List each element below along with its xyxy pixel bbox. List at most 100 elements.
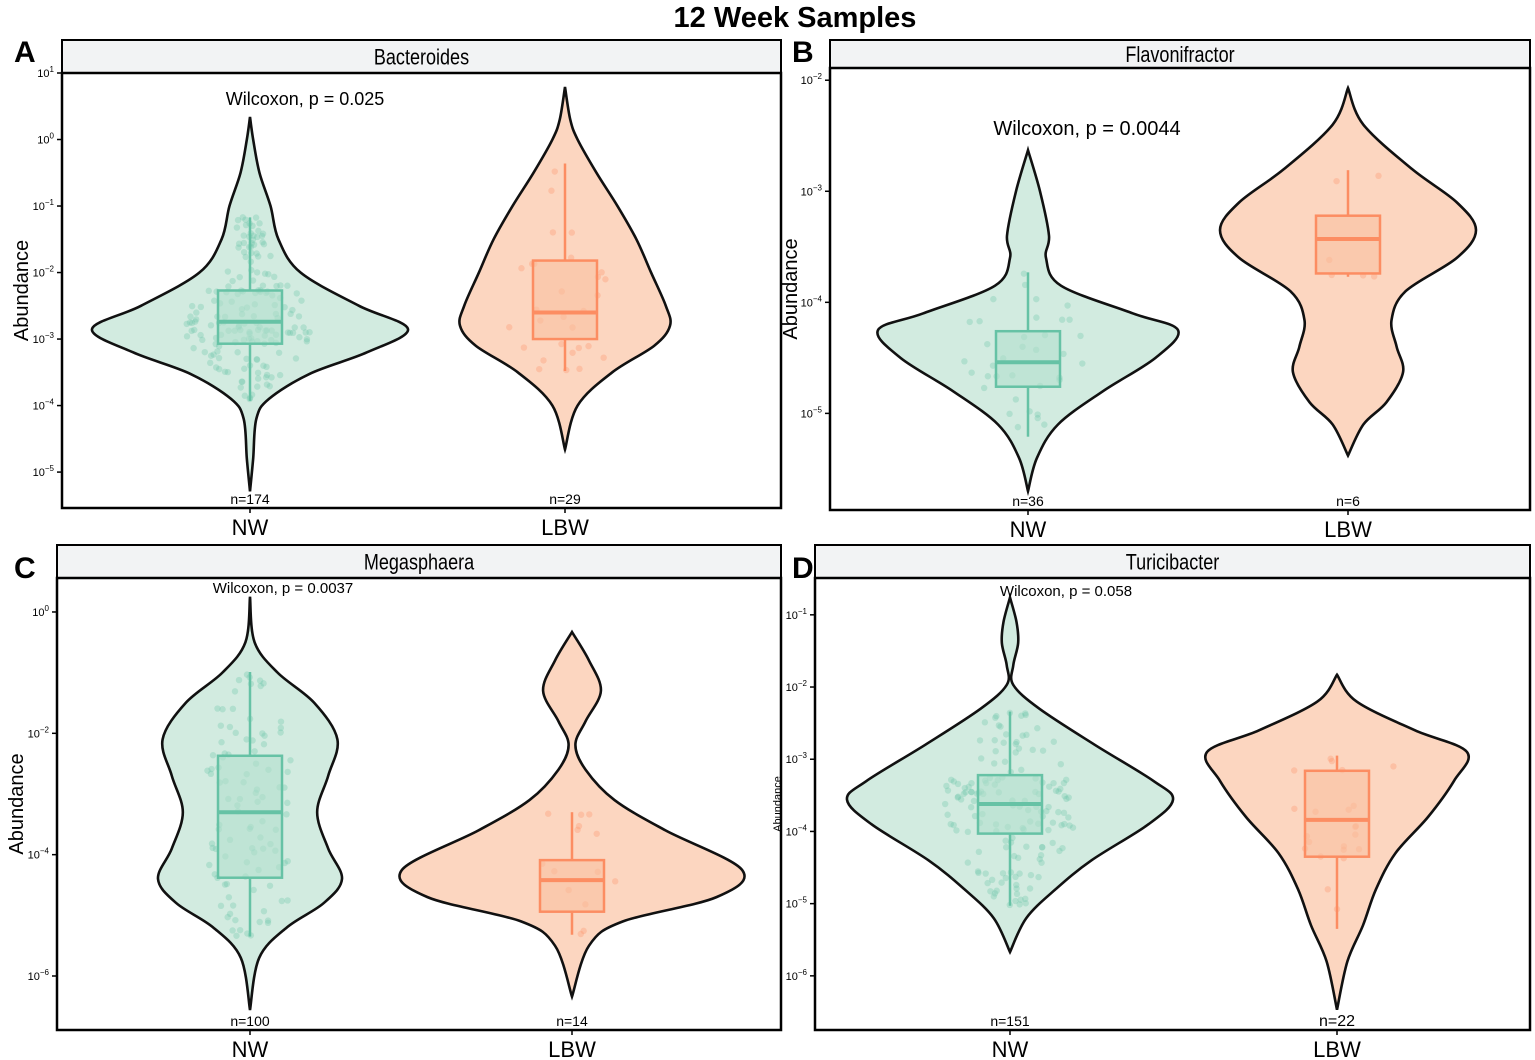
data-point [1022,710,1029,717]
data-point [278,897,286,905]
data-point [231,688,239,695]
data-point [1023,843,1030,850]
data-point [266,882,274,889]
y-tick-label: 10−1 [33,198,55,213]
data-point [268,374,275,381]
data-point [506,324,513,331]
data-point [276,371,284,379]
data-point [984,879,991,887]
data-point [1002,837,1009,844]
data-point [941,800,949,808]
data-point [190,344,197,352]
y-tick-label: 100 [32,604,49,619]
data-point [1021,281,1029,289]
data-point [954,794,961,801]
data-point [217,902,225,910]
data-point [1055,788,1062,795]
panel-letter: D [792,552,814,585]
data-point [540,357,547,364]
data-point [980,384,988,392]
panel-letter: B [792,36,814,69]
data-point [259,730,266,737]
sample-size-label: n=151 [990,1013,1030,1029]
data-point [183,320,190,328]
data-point [261,732,268,739]
data-point [968,779,975,787]
x-tick-label: LBW [1313,1037,1361,1060]
data-point [1049,819,1057,826]
data-point [1015,745,1023,752]
data-point [975,848,983,856]
figure-title: 12 Week Samples [674,2,917,34]
data-point [204,767,211,774]
data-point [568,229,576,236]
data-point [232,729,239,737]
data-point [240,232,247,239]
data-point [243,355,250,363]
data-point [1058,822,1065,829]
group-lbw: n=6 LBW [1218,84,1478,542]
data-point [1370,273,1378,280]
data-point [1390,763,1397,770]
data-point [1037,852,1045,859]
data-point [1035,873,1042,881]
data-point [991,890,999,897]
y-axis-label: Abundance [780,238,802,339]
data-point [235,676,243,684]
data-point [1060,779,1068,787]
data-point [256,918,263,926]
data-point [1038,843,1046,851]
wilcoxon-annotation: Wilcoxon, p = 0.058 [1000,583,1132,600]
data-point [210,351,217,358]
group-nw: n=151 NW [845,592,1175,1060]
plot-area [55,576,783,1032]
data-point [1055,808,1062,816]
data-point [968,369,975,376]
data-point [260,741,268,748]
data-point [235,240,243,247]
data-point [1026,885,1034,892]
y-tick-label: 10−2 [801,72,823,87]
data-point [1038,844,1046,851]
data-point [967,804,975,811]
data-point [1057,785,1064,793]
data-point [947,820,954,828]
data-point [284,799,291,807]
sample-size-label: n=100 [230,1013,270,1029]
group-nw: n=100 NW [156,596,344,1060]
data-point [253,250,260,257]
data-point [284,768,291,776]
data-point [1018,766,1025,774]
data-point [999,870,1007,877]
data-point [260,680,267,687]
data-point [1079,360,1086,367]
data-point [186,319,194,326]
data-point [229,902,237,909]
data-point [976,737,984,744]
data-point [207,770,215,778]
data-point [971,812,979,820]
data-point [600,354,607,361]
data-point [298,297,305,304]
group-nw: n=174 NW [90,116,410,540]
data-point [518,265,525,272]
data-point [197,303,205,311]
data-point [1045,803,1052,811]
data-point [303,335,311,343]
data-point [277,282,284,289]
data-point [224,913,231,921]
data-point [1016,901,1023,908]
data-point [1001,758,1009,765]
data-point [238,378,245,385]
data-point [209,752,217,759]
data-point [1065,794,1072,801]
data-point [575,344,583,352]
x-tick-label: LBW [1324,517,1372,542]
data-point [287,310,294,318]
data-point [229,277,236,285]
x-tick-label: LBW [541,515,589,540]
data-point [966,318,973,326]
data-point [250,232,257,239]
data-point [251,748,258,755]
